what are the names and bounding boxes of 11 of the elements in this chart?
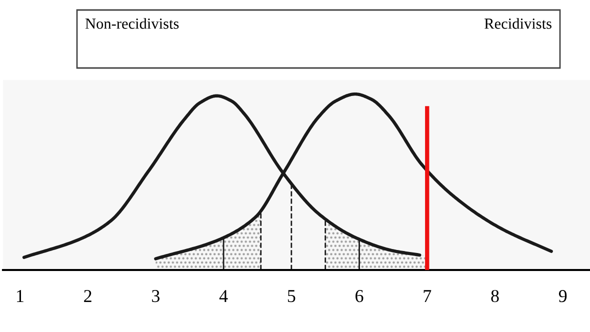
x-tick-label: 2 xyxy=(84,290,92,302)
x-tick-label: 5 xyxy=(288,290,296,302)
x-tick-label: 4 xyxy=(219,290,228,302)
x-tick-label: 6 xyxy=(356,290,364,302)
text: Recidivists xyxy=(484,18,552,29)
x-tick-label: 8 xyxy=(491,290,499,302)
x-tick-label: 1 xyxy=(17,290,24,302)
x-tick-label: 9 xyxy=(558,290,567,302)
text: Non-recidivists xyxy=(85,18,179,29)
x-tick-label: 7 xyxy=(424,290,432,302)
x-tick-label: 3 xyxy=(152,290,160,302)
